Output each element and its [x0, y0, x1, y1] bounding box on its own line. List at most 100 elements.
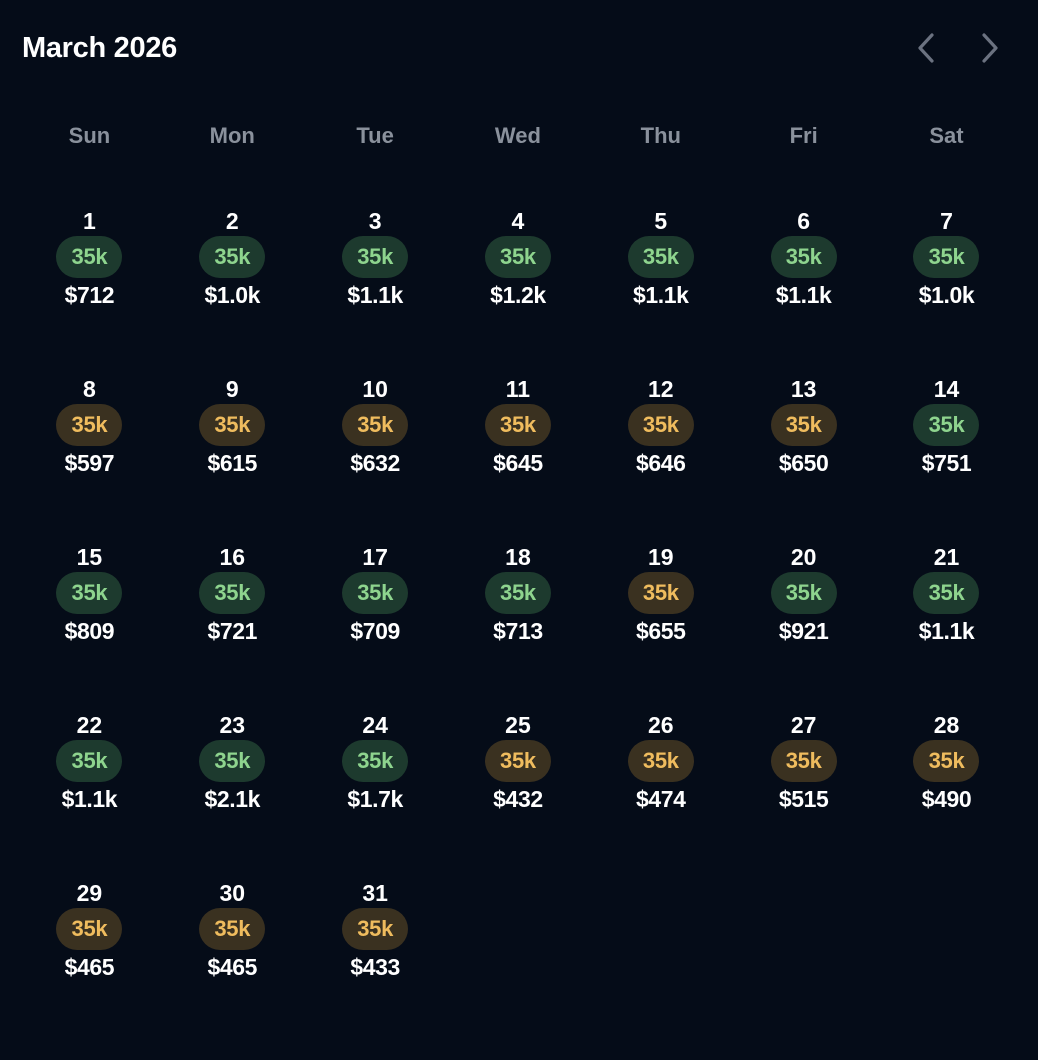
day-price: $1.1k [61, 786, 118, 812]
day-cell[interactable]: 18 35k $713 [447, 542, 590, 710]
points-badge: 35k [56, 572, 123, 614]
points-badge: 35k [913, 740, 980, 782]
day-price: $721 [207, 618, 258, 644]
day-cell[interactable]: 24 35k $1.7k [304, 710, 447, 878]
points-badge: 35k [199, 740, 266, 782]
day-cell[interactable]: 6 35k $1.1k [732, 206, 875, 374]
day-number: 9 [225, 376, 239, 402]
day-cell[interactable]: 7 35k $1.0k [875, 206, 1018, 374]
points-badge: 35k [770, 572, 837, 614]
points-badge: 35k [484, 236, 551, 278]
day-number: 27 [790, 712, 817, 738]
points-badge: 35k [56, 404, 123, 446]
next-month-button[interactable] [968, 26, 1012, 70]
day-number: 15 [76, 544, 103, 570]
day-cell[interactable]: 23 35k $2.1k [161, 710, 304, 878]
day-price: $921 [778, 618, 829, 644]
day-number: 26 [648, 712, 674, 738]
points-badge: 35k [342, 404, 409, 446]
day-cell[interactable]: 8 35k $597 [18, 374, 161, 542]
day-price: $1.7k [347, 786, 403, 812]
points-badge: 35k [913, 236, 980, 278]
chevron-right-icon [982, 33, 998, 63]
weekday-tue: Tue [356, 123, 394, 148]
day-cell[interactable]: 20 35k $921 [732, 542, 875, 710]
day-price: $433 [350, 954, 400, 980]
day-price: $645 [493, 450, 543, 476]
day-cell[interactable]: 26 35k $474 [589, 710, 732, 878]
day-number: 10 [362, 376, 388, 402]
day-price: $713 [493, 618, 543, 644]
points-badge: 35k [199, 908, 266, 950]
points-badge: 35k [770, 236, 837, 278]
points-badge: 35k [484, 404, 551, 446]
day-cell[interactable]: 10 35k $632 [304, 374, 447, 542]
day-price: $1.1k [347, 282, 403, 308]
day-cell[interactable]: 13 35k $650 [732, 374, 875, 542]
points-badge: 35k [484, 740, 551, 782]
day-number: 17 [362, 544, 388, 570]
day-cell[interactable]: 21 35k $1.1k [875, 542, 1018, 710]
day-cell[interactable]: 11 35k $645 [447, 374, 590, 542]
points-badge: 35k [627, 740, 694, 782]
day-number: 30 [219, 880, 246, 906]
day-number: 24 [362, 712, 388, 738]
day-number: 5 [654, 208, 668, 234]
points-badge: 35k [342, 908, 409, 950]
day-cell[interactable]: 29 35k $465 [18, 878, 161, 1046]
day-cell[interactable]: 15 35k $809 [18, 542, 161, 710]
day-number: 7 [940, 208, 953, 234]
day-cell[interactable]: 1 35k $712 [18, 206, 161, 374]
points-badge: 35k [342, 236, 409, 278]
points-badge: 35k [770, 740, 837, 782]
day-number: 13 [790, 376, 817, 402]
day-cell[interactable]: 27 35k $515 [732, 710, 875, 878]
day-price: $650 [778, 450, 829, 476]
day-cell[interactable]: 16 35k $721 [161, 542, 304, 710]
day-cell[interactable]: 30 35k $465 [161, 878, 304, 1046]
day-number: 16 [219, 544, 246, 570]
day-price: $646 [636, 450, 686, 476]
day-number: 22 [76, 712, 103, 738]
day-price: $1.1k [633, 282, 689, 308]
weekday-mon: Mon [209, 123, 255, 148]
day-price: $1.2k [490, 282, 546, 308]
day-cell[interactable]: 14 35k $751 [875, 374, 1018, 542]
day-price: $432 [493, 786, 543, 812]
day-number: 21 [933, 544, 960, 570]
day-cell[interactable]: 28 35k $490 [875, 710, 1018, 878]
day-price: $465 [207, 954, 258, 980]
day-cell[interactable]: 4 35k $1.2k [447, 206, 590, 374]
day-number: 6 [797, 208, 811, 234]
day-number: 18 [505, 544, 531, 570]
points-badge: 35k [199, 572, 266, 614]
day-number: 29 [76, 880, 103, 906]
day-number: 4 [511, 208, 525, 234]
day-cell[interactable]: 3 35k $1.1k [304, 206, 447, 374]
weekday-sun: Sun [68, 123, 111, 148]
day-cell[interactable]: 19 35k $655 [589, 542, 732, 710]
day-price: $1.1k [775, 282, 832, 308]
day-cell[interactable]: 25 35k $432 [447, 710, 590, 878]
points-badge: 35k [913, 572, 980, 614]
previous-month-button[interactable] [904, 26, 948, 70]
points-badge: 35k [56, 236, 123, 278]
day-price: $2.1k [204, 786, 261, 812]
points-badge: 35k [199, 404, 266, 446]
day-price: $655 [636, 618, 686, 644]
day-number: 25 [505, 712, 531, 738]
day-cell[interactable]: 5 35k $1.1k [589, 206, 732, 374]
day-cell[interactable]: 2 35k $1.0k [161, 206, 304, 374]
day-cell[interactable]: 12 35k $646 [589, 374, 732, 542]
points-badge: 35k [342, 740, 409, 782]
weekday-wed: Wed [494, 123, 541, 148]
day-cell[interactable]: 9 35k $615 [161, 374, 304, 542]
calendar-header: March 2026 [0, 0, 1038, 96]
chevron-left-icon [918, 33, 934, 63]
points-badge: 35k [342, 572, 409, 614]
day-number: 19 [648, 544, 674, 570]
day-number: 12 [648, 376, 674, 402]
day-cell[interactable]: 22 35k $1.1k [18, 710, 161, 878]
day-cell[interactable]: 17 35k $709 [304, 542, 447, 710]
day-cell[interactable]: 31 35k $433 [304, 878, 447, 1046]
